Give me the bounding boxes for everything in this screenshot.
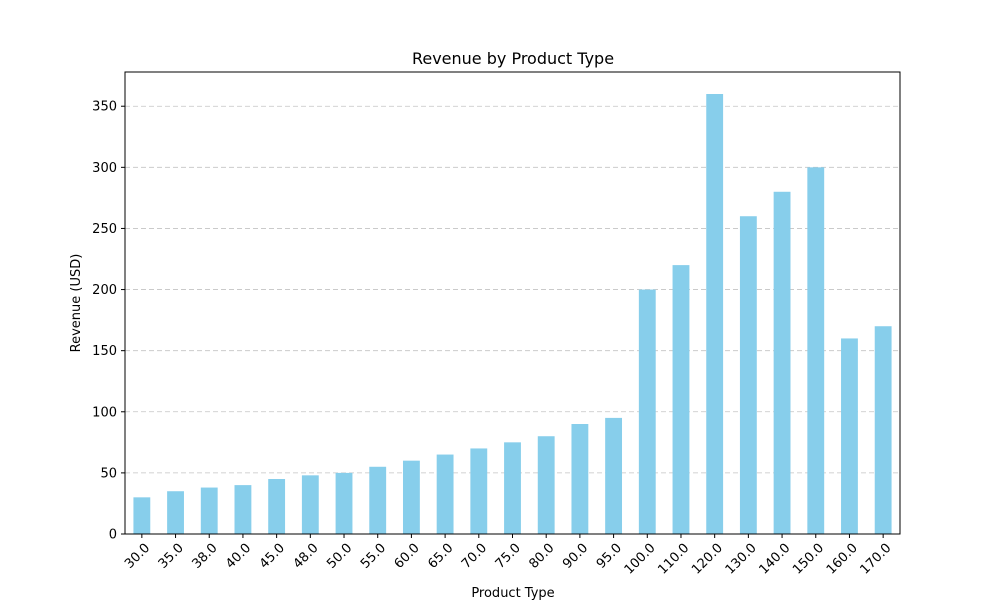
bar-80.0 (537, 436, 555, 534)
x-tick-label: 95.0 (594, 541, 625, 572)
x-axis-label: Product Type (471, 586, 554, 600)
x-tick-label: 65.0 (425, 541, 456, 572)
bar-70.0 (470, 448, 488, 534)
y-tick-label: 350 (92, 100, 117, 115)
bar-160.0 (841, 338, 858, 534)
x-tick-label: 130.0 (723, 541, 760, 578)
y-axis-label: Revenue (USD) (69, 254, 84, 353)
x-tick-label: 50.0 (324, 541, 355, 572)
x-tick-label: 100.0 (622, 541, 659, 578)
bar-100.0 (638, 289, 656, 534)
y-tick-label: 250 (92, 222, 117, 237)
bar-45.0 (268, 479, 286, 534)
x-tick-label: 75.0 (493, 541, 524, 572)
x-tick-label: 170.0 (858, 541, 895, 578)
bar-90.0 (571, 424, 589, 534)
y-tick-label: 150 (92, 344, 117, 359)
y-tick-label: 50 (100, 466, 117, 481)
bar-110.0 (672, 265, 690, 534)
x-tick-label: 140.0 (756, 541, 793, 578)
x-tick-label: 160.0 (824, 541, 861, 578)
x-tick-label: 80.0 (526, 541, 557, 572)
x-tick-label: 55.0 (358, 541, 389, 572)
bar-150.0 (807, 167, 825, 535)
bar-35.0 (167, 491, 184, 534)
bar-38.0 (200, 487, 218, 534)
x-axis-ticks: 30.0 35.0 38.0 40.0 45.0 48.0 50.0 55.0 60.0 65.0… (122, 534, 894, 578)
bar-60.0 (402, 460, 420, 534)
bar-50.0 (335, 472, 353, 534)
bar-40.0 (234, 485, 252, 534)
x-tick-label: 38.0 (189, 541, 220, 572)
x-tick-label: 70.0 (459, 541, 490, 572)
chart-title: Revenue by Product Type (412, 49, 614, 68)
x-tick-label: 48.0 (291, 541, 322, 572)
bar-130.0 (739, 216, 757, 534)
x-tick-label: 150.0 (790, 541, 827, 578)
x-tick-label: 45.0 (257, 541, 288, 572)
y-tick-label: 200 (92, 283, 117, 298)
y-tick-label: 0 (109, 528, 117, 543)
bar-65.0 (436, 454, 454, 534)
bar-75.0 (504, 442, 521, 534)
bar-120.0 (706, 94, 724, 534)
plot-frame (124, 71, 901, 535)
bar-140.0 (773, 191, 791, 534)
bar-95.0 (605, 417, 623, 534)
x-tick-label: 110.0 (655, 541, 692, 578)
bar-48.0 (301, 475, 319, 534)
bar-170.0 (874, 326, 892, 534)
x-tick-label: 35.0 (156, 541, 187, 572)
y-axis-ticks: 0 50 100 150 200 250 300 350 (92, 100, 125, 543)
bars (133, 94, 892, 535)
bar-55.0 (369, 466, 387, 534)
y-tick-label: 100 (92, 405, 117, 420)
x-tick-label: 40.0 (223, 541, 254, 572)
y-tick-label: 300 (92, 161, 117, 176)
x-tick-label: 60.0 (392, 541, 423, 572)
x-tick-label: 90.0 (560, 541, 591, 572)
x-tick-label: 30.0 (122, 541, 153, 572)
x-tick-label: 120.0 (689, 541, 726, 578)
bar-30.0 (133, 497, 151, 534)
